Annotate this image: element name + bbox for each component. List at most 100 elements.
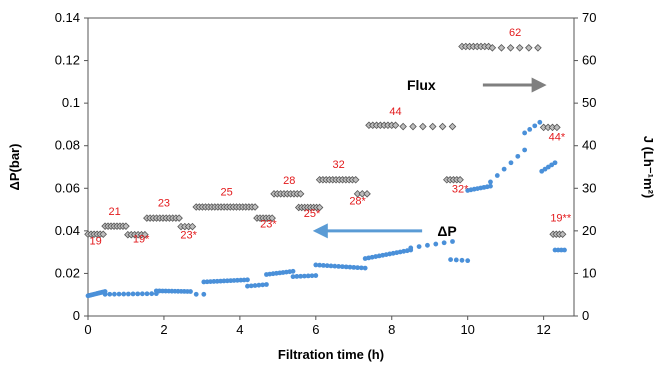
pressure-drop-point (135, 291, 141, 297)
flux-annotation-label: 25* (304, 208, 321, 220)
x-tick-label: 4 (236, 322, 243, 337)
y-left-tick-label: 0 (73, 308, 80, 323)
flux-series (84, 42, 567, 239)
flux-point (99, 230, 107, 239)
pressure-drop-point (260, 282, 266, 288)
flux-annotation-label: 44 (389, 106, 401, 118)
pressure-drop-point (522, 130, 528, 136)
pressure-drop-point (313, 262, 319, 268)
y-right-tick-label: 20 (582, 223, 596, 238)
flux-point (428, 122, 437, 131)
pressure-drop-point (562, 247, 567, 253)
pressure-drop-point (139, 291, 145, 297)
y-left-tick-label: 0.12 (55, 53, 80, 68)
pressure-drop-point (508, 160, 514, 166)
pressure-drop-point (188, 289, 193, 294)
pressure-drop-point (317, 262, 323, 268)
pressure-drop-point (305, 273, 311, 279)
flux-annotation-label: 19* (133, 234, 150, 246)
pressure-drop-point (408, 245, 414, 251)
y-right-tick-label: 10 (582, 265, 596, 280)
pressure-drop-point (144, 291, 150, 297)
flux-point (296, 190, 305, 198)
pressure-drop-point (290, 274, 296, 280)
x-tick-label: 12 (536, 322, 550, 337)
x-axis-title: Filtration time (h) (278, 347, 384, 362)
flux-point (399, 122, 407, 131)
flux-annotation-label: 21 (108, 206, 120, 218)
y-right-tick-label: 40 (582, 138, 596, 153)
pressure-drop-point (302, 273, 307, 279)
pressure-drop-point (501, 166, 507, 172)
pressure-drop-point (336, 263, 341, 269)
flux-annotation-label: 19** (550, 212, 572, 224)
pressure-drop-point (324, 263, 330, 269)
pressure-drop-point (130, 291, 136, 297)
pressure-drop-point (125, 291, 131, 297)
flux-annotation-label: 44* (549, 131, 566, 143)
flux-callout-label: Flux (407, 77, 436, 93)
pressure-drop-point (433, 241, 439, 247)
pressure-drop-point (488, 183, 493, 189)
annotations: 19 21 19* 23 23* 25 23* 28 25* 32 28* 44 32* 62 44* 19*… (89, 27, 571, 248)
pressure-drop-callout-label: ΔP (437, 223, 456, 239)
pressure-drop-point (515, 153, 521, 159)
pressure-drop-point (313, 273, 319, 278)
pressure-drop-point (453, 257, 459, 263)
pressure-drop-point (355, 265, 360, 271)
flux-point (175, 214, 183, 222)
flux-point (488, 44, 497, 52)
pressure-drop-point (112, 291, 117, 297)
flux-annotation-label: 23* (180, 229, 197, 241)
flux-annotation-label: 32 (332, 159, 344, 171)
flux-point (525, 44, 533, 52)
flux-point (456, 176, 464, 184)
x-tick-label: 0 (84, 322, 91, 337)
flux-point (188, 222, 197, 231)
y-axis-title-right: J (Lh⁻¹m²) (641, 136, 656, 198)
pressure-drop-point (116, 291, 122, 297)
flux-point (448, 122, 457, 131)
pressure-drop-point (494, 173, 500, 178)
pressure-drop-point (193, 291, 199, 297)
y-left-tick-label: 0.1 (62, 95, 80, 110)
pressure-drop-point (201, 291, 207, 297)
y-left-tick-label: 0.14 (55, 10, 80, 25)
pressure-drop-point (328, 263, 334, 269)
pressure-drop-point (343, 264, 349, 270)
flux-point (553, 123, 561, 132)
pressure-drop-point (290, 268, 296, 274)
flux-point (141, 230, 149, 239)
y-axis-title-left: ΔP(bar) (7, 144, 22, 191)
flux-point (122, 222, 130, 230)
pressure-drop-point (362, 265, 368, 271)
y-right-tick-label: 60 (582, 53, 596, 68)
axes: 00.020.040.060.080.10.120.14010203040506… (55, 10, 597, 337)
y-right-tick-label: 30 (582, 180, 596, 195)
pressure-drop-point (264, 282, 269, 287)
y-left-tick-label: 0.04 (55, 223, 80, 238)
flux-point (315, 203, 324, 212)
pressure-drop-point (448, 257, 454, 262)
flux-annotation-label: 28 (283, 175, 295, 187)
y-right-tick-label: 50 (582, 95, 596, 110)
y-right-tick-label: 0 (582, 308, 589, 323)
pressure-drop-point (347, 264, 353, 270)
flux-point (558, 230, 567, 239)
pressure-drop-point (351, 264, 357, 270)
flux-annotation-label: 28* (349, 195, 366, 207)
flux-annotation-label: 25 (220, 187, 232, 199)
plot-frame (87, 17, 575, 317)
flux-point (419, 122, 427, 131)
x-tick-label: 2 (160, 322, 167, 337)
pressure-drop-point (459, 257, 465, 263)
flux-point (534, 44, 542, 52)
pressure-drop-point (552, 160, 558, 166)
pressure-drop-point (332, 263, 338, 269)
pressure-drop-point (537, 119, 543, 125)
pressure-drop-point (339, 264, 345, 270)
pressure-drop-point (527, 126, 533, 132)
y-left-tick-label: 0.08 (55, 138, 80, 153)
flux-point (515, 44, 524, 52)
